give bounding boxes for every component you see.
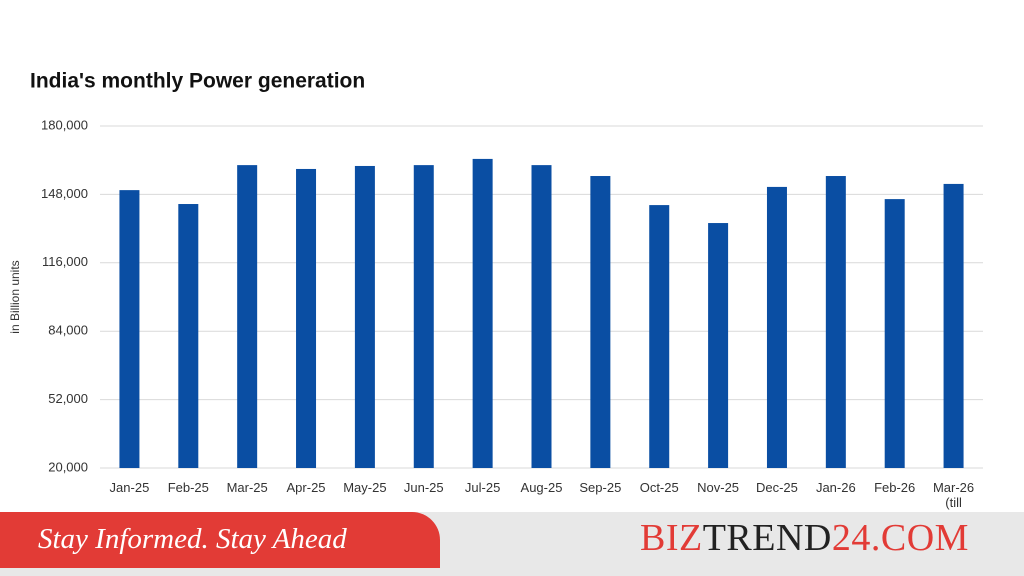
bar [119, 190, 140, 468]
bar [531, 165, 552, 468]
x-tick-label: Nov-25 [697, 480, 740, 495]
brand-part: TREND [702, 517, 832, 559]
y-tick-label: 180,000 [41, 117, 88, 132]
x-tick-label: Mar-25 [226, 480, 268, 495]
bar [943, 183, 964, 468]
bar [237, 165, 258, 468]
bar [766, 186, 787, 468]
y-tick-label: 148,000 [41, 186, 88, 201]
bar [590, 176, 611, 468]
brand-part: BIZ [640, 517, 703, 559]
bar [354, 165, 375, 468]
x-tick-label: Oct-25 [639, 480, 679, 495]
chart: India's monthly Power generation in Bill… [8, 70, 983, 474]
y-tick-label: 52,000 [48, 391, 88, 406]
x-tick-label: Dec-25 [755, 480, 798, 495]
bar [413, 165, 434, 468]
tagline: Stay Informed. Stay Ahead [0, 512, 440, 568]
x-tick-label: Feb-26 [874, 480, 916, 495]
brand: BIZTREND24.COM [640, 516, 969, 560]
footer: Stay Informed. Stay Ahead BIZTREND24.COM [0, 512, 1024, 576]
x-tick-label: Feb-25 [167, 480, 209, 495]
bar [649, 205, 670, 468]
x-tick-label: Jan-26 [815, 480, 856, 495]
brand-part: 24.COM [831, 517, 969, 559]
bar [296, 168, 317, 468]
y-axis-label: in Billion units [8, 260, 22, 333]
bar [708, 223, 729, 468]
x-tick-label: May-25 [343, 480, 387, 495]
x-tick-label: Jan-25 [109, 480, 150, 495]
y-tick-label: 20,000 [48, 459, 88, 474]
x-tick-label: Apr-25 [286, 480, 326, 495]
x-tick-label: Aug-25 [520, 480, 563, 495]
chart-title: India's monthly Power generation [30, 70, 365, 93]
bar [178, 204, 199, 469]
bar [884, 199, 905, 469]
y-tick-label: 116,000 [42, 254, 88, 269]
y-tick-label: 84,000 [48, 323, 88, 338]
bar [472, 158, 493, 469]
bar [825, 176, 846, 468]
x-tick-label: Jun-25 [403, 480, 444, 495]
x-tick-label: Mar-26 (till [932, 480, 975, 510]
x-tick-label: Jul-25 [464, 480, 501, 495]
x-tick-label: Sep-25 [579, 480, 622, 495]
